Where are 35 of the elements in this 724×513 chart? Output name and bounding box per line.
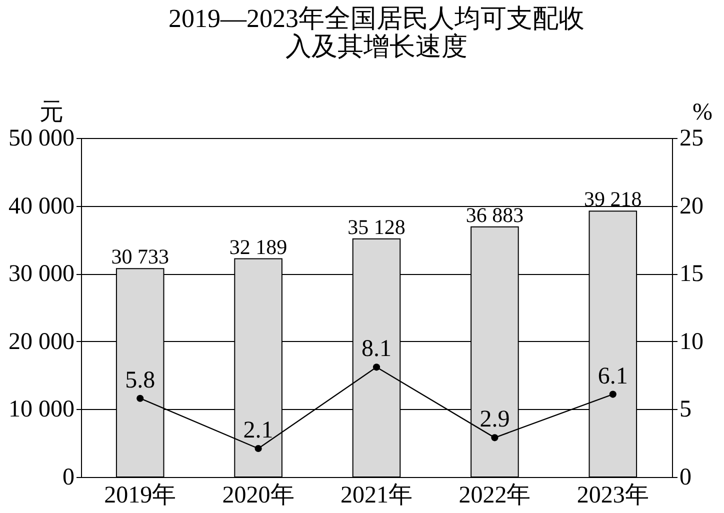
data-label: 6.1 (598, 363, 628, 390)
y-tick-label: 40 000 (8, 193, 74, 220)
data-label: 5.8 (125, 367, 156, 394)
point (372, 364, 380, 371)
y2-tick-label: 5 (680, 396, 692, 423)
y-tick-label: 0 (62, 464, 74, 490)
y2-tick-label: 10 (680, 328, 704, 355)
data-label: 39 218 (584, 187, 642, 212)
y2-tick-label: 20 (680, 193, 704, 220)
data-label: 36 883 (466, 202, 524, 227)
y-tick-label: 20 000 (8, 328, 74, 355)
y2-tick-label: 0 (680, 464, 692, 490)
y-tick-label: 30 000 (8, 261, 74, 288)
data-label: 2.9 (480, 406, 510, 433)
data-label: 30 733 (111, 244, 169, 269)
y2-axis-title: % (692, 100, 712, 126)
data-label: 2.1 (243, 418, 274, 444)
point (609, 390, 616, 398)
x-tick-label: 2022年 (458, 482, 531, 508)
x-tick-label: 2021年 (340, 482, 412, 508)
data-label: 8.1 (362, 336, 392, 362)
x-tick-label: 2019年 (104, 482, 176, 508)
chart-title: 2019—2023年全国居民人均可支配收入及其增长速度 (168, 4, 584, 61)
point (491, 434, 498, 442)
y-axis-title: 元 (40, 100, 64, 126)
y-tick-label: 50 000 (8, 126, 74, 152)
y2-tick-label: 25 (680, 126, 704, 152)
data-label: 35 128 (348, 214, 406, 239)
x-tick-label: 2020年 (222, 482, 294, 508)
y-tick-label: 10 000 (8, 396, 74, 423)
point (136, 394, 144, 402)
x-tick-label: 2023年 (576, 482, 649, 508)
data-label: 32 189 (229, 234, 288, 259)
point (254, 444, 262, 452)
y2-tick-label: 15 (680, 261, 704, 288)
